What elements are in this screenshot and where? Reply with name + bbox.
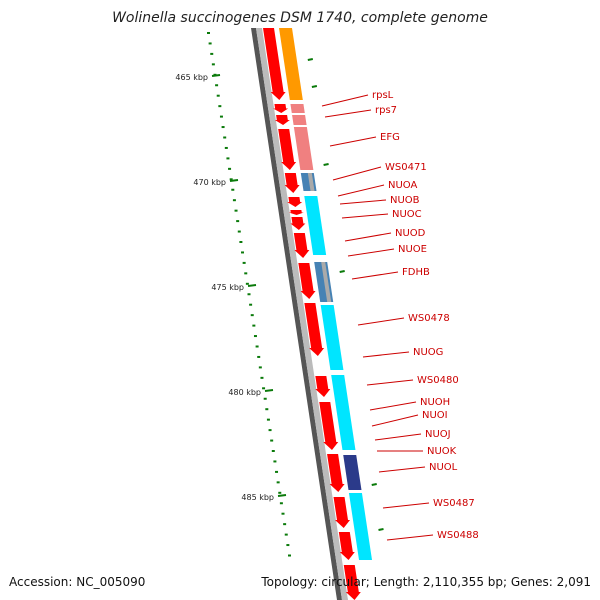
backbone-shadow [251,28,342,600]
cds-arrow [274,115,290,125]
label-layer: rpsL rps7 EFG WS0471 NUOA NUOB NUOC NUOD NUOE FDH… [321,90,479,541]
gene-label: WS0471 [385,162,427,173]
annotation-segment [279,28,303,100]
gene-leader-line [357,317,405,326]
cds-arrow [263,28,286,100]
cds-arrow [304,303,325,356]
gene-label: NUOI [422,410,448,421]
cds-arrow [278,129,297,170]
genome-summary-text: Topology: circular; Length: 2,110,355 bp… [261,575,591,589]
gene-label: WS0488 [437,530,479,541]
cds-arrow [319,402,339,450]
gene-leader-line [341,213,389,219]
accession-text: Accession: NC_005090 [9,575,146,589]
right-scale-tick [371,483,377,486]
gene-leader-line [386,534,434,541]
cds-arrow [287,197,303,207]
gene-label: NUOD [395,228,426,239]
scale-label: 485 kbp [241,493,274,502]
gene-label: EFG [380,132,400,143]
scale-major-tick [264,389,274,392]
gene-leader-line [362,351,410,358]
gene-leader-line [366,379,414,386]
cds-arrow [290,217,306,230]
feature-layer [263,28,373,600]
gene-label: NUOK [427,446,457,457]
gene-leader-line [371,414,419,427]
right-scale-tick [307,58,314,61]
gene-label: WS0480 [417,375,459,386]
gene-leader-line [332,166,382,181]
annotation-segment [343,455,362,490]
annotation-segment [304,196,327,255]
gene-leader-line [329,136,377,147]
gene-leader-line [324,109,372,118]
gene-label: WS0478 [408,313,450,324]
cds-arrow [284,173,300,193]
annotation-accent [307,173,315,191]
gene-leader-line [374,433,422,441]
gene-leader-line [321,94,369,107]
scale-label: 470 kbp [193,178,226,187]
annotation-segment [293,127,314,170]
gene-label: NUOB [390,195,420,206]
gene-label: NUOG [413,347,443,358]
map-title: Wolinella succinogenes DSM 1740, complet… [112,10,488,26]
scale-major-tick [277,494,287,497]
gene-label: NUOL [429,462,458,473]
gene-label: WS0487 [433,498,475,509]
cds-arrow [288,210,304,215]
cds-arrow [273,104,289,113]
backbone-line [256,28,348,600]
gene-leader-line [382,502,430,509]
annotation-segment [290,104,305,113]
gene-label: NUOH [420,397,450,408]
annotation-segment [348,493,373,560]
gene-label: NUOA [388,180,417,191]
right-scale-tick [378,528,384,531]
gene-label: rpsL [372,90,394,101]
cds-arrow [343,565,361,600]
cds-arrow [333,497,350,528]
cds-arrow [327,454,345,492]
right-scale-tick [339,270,345,273]
scale-major-tick [247,284,257,287]
gene-leader-line [339,199,387,205]
cds-arrow [338,532,355,560]
right-scale-tick [323,163,329,166]
annotation-segment [292,115,307,125]
gene-leader-line [337,184,385,197]
gene-leader-line [344,232,392,242]
scale-label: 475 kbp [211,283,244,292]
gene-label: FDHB [402,267,430,278]
cds-arrow [315,376,331,397]
cds-arrow [298,263,316,299]
gene-label: NUOJ [425,429,451,440]
annotation-accent [321,262,332,302]
genome-backbone [251,28,348,600]
scale-layer: 465 kbp 470 kbp 475 kbp 480 kbp 485 kbp [175,32,384,557]
scale-label: 465 kbp [175,73,208,82]
gene-label: rps7 [375,105,397,116]
gene-leader-line [351,271,399,280]
scale-major-tick [211,74,221,77]
annotation-segment [331,375,356,450]
scale-label: 480 kbp [228,388,261,397]
scale-major-tick [229,179,239,182]
right-scale-tick [311,85,318,88]
annotation-segment [320,305,344,370]
gene-label: NUOE [398,244,427,255]
gene-leader-line [369,401,417,411]
gene-leader-line [378,466,426,473]
gene-label: NUOC [392,209,422,220]
cds-arrow [293,233,310,258]
gene-leader-line [347,248,395,257]
